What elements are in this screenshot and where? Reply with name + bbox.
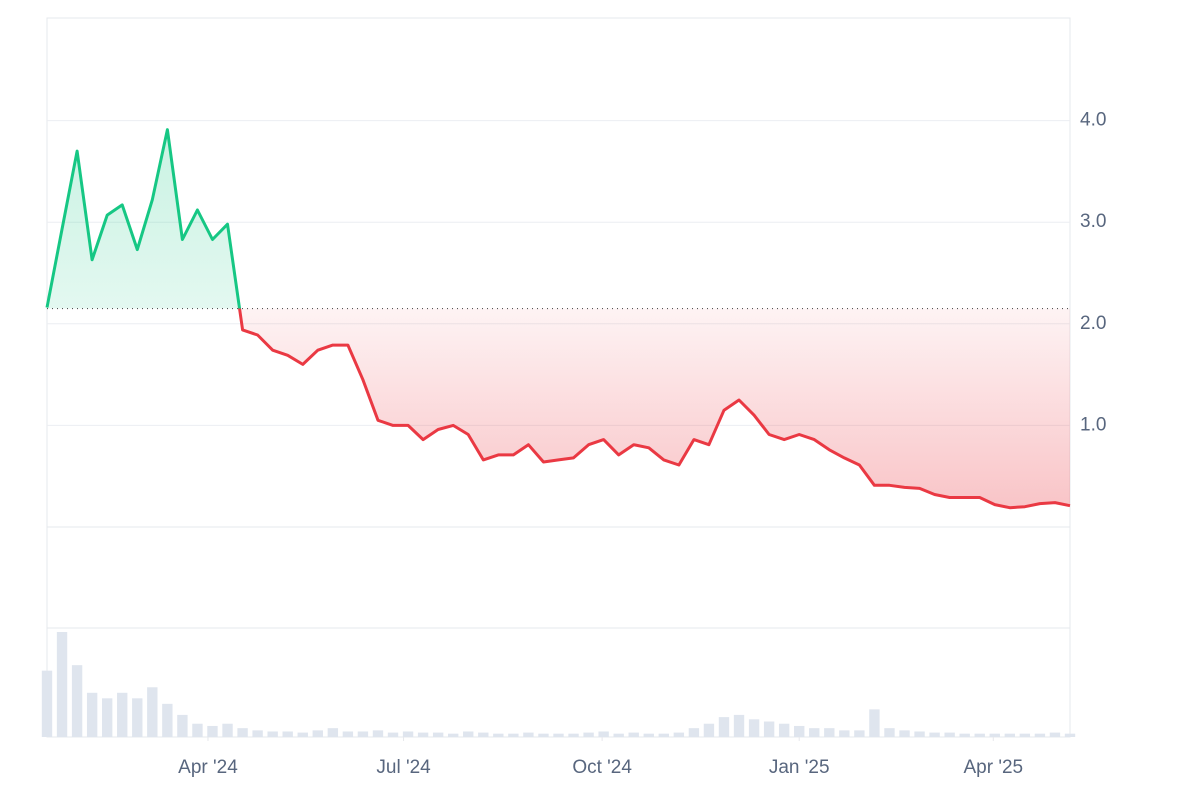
volume-bar [387,732,399,737]
x-tick-label: Jul '24 [376,757,431,778]
volume-bar [402,731,414,737]
volume-bar [628,732,639,737]
volume-bar [643,733,654,737]
volume-bar [929,732,940,737]
volume-bar [267,731,278,737]
volume-bar [252,730,263,737]
volume-bar [417,732,429,737]
volume-bar [899,730,910,737]
volume-bar [1049,732,1061,737]
volume-bar [56,632,68,737]
volume-bar [508,733,519,737]
volume-bar [839,730,850,737]
x-tick-label: Apr '24 [178,757,238,778]
volume-bar [553,733,564,737]
volume-bar [884,728,895,737]
volume-bar [147,687,158,737]
volume-bar [733,714,745,737]
volume-bar [177,714,188,737]
volume-bar [568,733,579,737]
volume-bar [327,728,339,737]
volume-bar [688,728,700,737]
volume-bar [748,719,760,737]
volume-bar [1004,733,1016,737]
volume-bar [357,731,369,737]
volume-bar [1034,733,1046,737]
volume-bar [778,723,790,737]
volume-bar [237,728,248,737]
volume-bar [312,730,323,737]
volume-bar [794,725,805,737]
volume-bar [854,730,865,737]
volume-bar [673,732,685,737]
volume-bar [41,670,53,737]
volume-bar [989,733,1000,737]
volume-bar [297,732,308,737]
x-tick-label: Jan '25 [769,757,830,778]
volume-bar [718,717,730,737]
volume-bar [914,731,925,737]
volume-bar [1064,733,1076,737]
y-tick-label: 4.0 [1080,110,1106,131]
volume-bar [463,731,474,737]
price-area [47,129,1070,508]
volume-bar [598,731,609,737]
price-line [45,128,1071,510]
y-tick-label: 1.0 [1080,414,1106,435]
x-tick-label: Apr '25 [963,757,1023,778]
volume-bar [538,733,549,737]
y-tick-label: 3.0 [1080,211,1106,232]
volume-bar [974,733,985,737]
volume-bar [207,725,218,737]
volume-bar [658,733,669,737]
volume-bar [613,733,624,737]
volume-bar [824,728,835,737]
volume-bar [282,731,293,737]
volume-bar [944,732,955,737]
volume-bar [432,732,444,737]
volume-bar [478,732,489,737]
volume-bar [342,731,354,737]
volume-bar [222,723,233,737]
volume-bar [101,698,113,737]
volume-bar [71,665,83,737]
volume-bar [1019,733,1031,737]
volume-bar [869,709,880,737]
volume-bar [86,692,98,737]
volume-bar [493,733,504,737]
volume-bar [809,728,820,737]
x-tick-label: Oct '24 [572,757,632,778]
volume-bar [523,732,534,737]
volume-bar [372,730,384,737]
volume-bar [117,692,128,737]
volume-bar [583,732,594,737]
volume-bar [959,733,970,737]
volume-bar [448,733,459,737]
volume-bar [192,723,203,737]
volume-bar [132,698,143,737]
volume-bar [162,703,173,737]
volume-bar [763,721,775,737]
y-tick-label: 2.0 [1080,313,1106,334]
volume-bar [703,723,715,737]
